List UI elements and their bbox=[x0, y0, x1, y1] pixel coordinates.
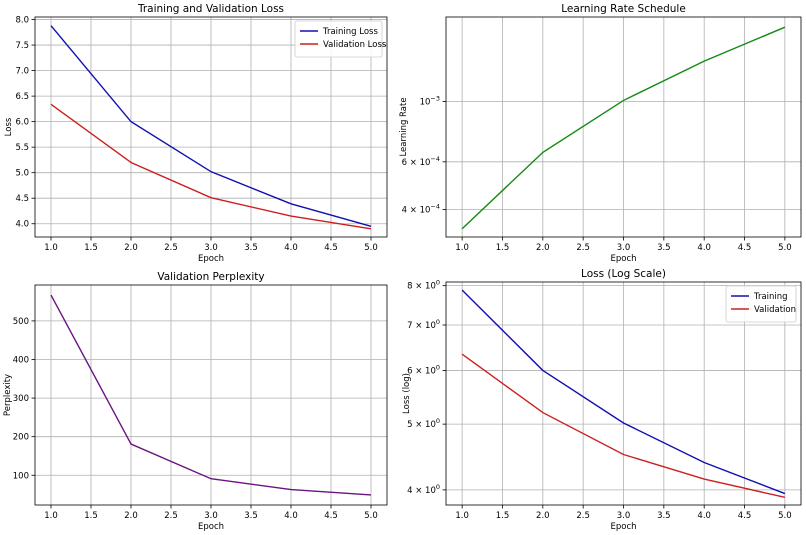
y-tick-label: 10−3 bbox=[420, 95, 440, 108]
y-tick-label: 6 × 10−4 bbox=[402, 155, 440, 168]
legend-label: Validation Loss bbox=[323, 40, 387, 50]
x-tick-label: 4.5 bbox=[324, 511, 338, 521]
x-tick-label: 2.5 bbox=[164, 243, 178, 253]
x-tick-label: 4.5 bbox=[738, 243, 752, 253]
legend-box bbox=[725, 285, 797, 323]
y-tick-label: 7.0 bbox=[15, 67, 29, 77]
x-tick-label: 2.0 bbox=[536, 243, 550, 253]
y-tick-label: 5.5 bbox=[15, 143, 29, 153]
y-tick-label: 6.0 bbox=[15, 118, 29, 128]
x-tick-label: 3.0 bbox=[204, 511, 218, 521]
x-axis-label: Epoch bbox=[610, 254, 636, 264]
y-tick-label: 4.5 bbox=[15, 194, 29, 204]
chart-loss: 1.0 1.5 2.0 2.5 3.0 3.5 4.0 4.5 5.0 4.0 4.5 5.0 5.5 6… bbox=[4, 3, 388, 264]
x-tick-label: 4.5 bbox=[324, 243, 338, 253]
x-tick-label: 3.0 bbox=[617, 243, 631, 253]
y-tick-label: 8 × 100 bbox=[407, 279, 440, 292]
legend: Training Loss Validation Loss bbox=[294, 20, 387, 58]
x-tick-label: 1.0 bbox=[44, 511, 58, 521]
y-tick-label: 500 bbox=[13, 317, 29, 327]
chart-title: Validation Perplexity bbox=[157, 271, 264, 283]
y-tick-label: 200 bbox=[13, 433, 29, 443]
y-tick-label: 400 bbox=[13, 355, 29, 365]
x-tick-label: 2.5 bbox=[164, 511, 178, 521]
x-tick-label: 4.5 bbox=[738, 511, 752, 521]
x-tick-label: 2.5 bbox=[576, 243, 590, 253]
x-tick-label: 1.5 bbox=[84, 511, 98, 521]
x-tick-label: 1.0 bbox=[455, 243, 469, 253]
y-tick-label: 6.5 bbox=[15, 92, 29, 102]
y-tick-label: 7 × 100 bbox=[407, 318, 440, 331]
series-line-validation bbox=[461, 353, 786, 499]
chart-lr: 1.0 1.5 2.0 2.5 3.0 3.5 4.0 4.5 5.0 4 × 10−4 6 × 1… bbox=[399, 3, 802, 264]
x-tick-label: 1.0 bbox=[44, 243, 58, 253]
x-axis-label: Epoch bbox=[610, 522, 636, 532]
y-tick-label: 4.0 bbox=[15, 220, 29, 230]
x-tick-label: 3.5 bbox=[657, 511, 671, 521]
legend-label: Validation bbox=[754, 305, 796, 315]
series-line-training bbox=[461, 289, 786, 495]
x-tick-label: 5.0 bbox=[778, 511, 792, 521]
x-tick-label: 2.0 bbox=[124, 511, 138, 521]
x-tick-label: 3.5 bbox=[657, 243, 671, 253]
x-tick-label: 1.0 bbox=[455, 511, 469, 521]
x-tick-label: 3.5 bbox=[244, 511, 258, 521]
x-tick-label: 2.0 bbox=[124, 243, 138, 253]
y-tick-label: 300 bbox=[13, 394, 29, 404]
x-tick-label: 4.0 bbox=[284, 511, 298, 521]
x-tick-label: 4.0 bbox=[697, 243, 711, 253]
legend: Training Validation bbox=[725, 285, 797, 323]
chart-title: Training and Validation Loss bbox=[137, 3, 284, 15]
series-line-validation-perplexity bbox=[50, 294, 372, 496]
x-tick-label: 3.0 bbox=[204, 243, 218, 253]
x-tick-label: 1.5 bbox=[496, 243, 510, 253]
y-axis-label: Learning Rate bbox=[399, 97, 409, 156]
chart-title: Loss (Log Scale) bbox=[581, 268, 666, 280]
y-tick-label: 5 × 100 bbox=[407, 417, 440, 430]
x-tick-label: 5.0 bbox=[364, 243, 378, 253]
legend-label: Training bbox=[753, 292, 788, 302]
y-tick-label: 4 × 10−4 bbox=[402, 203, 440, 216]
x-tick-label: 5.0 bbox=[778, 243, 792, 253]
x-axis-label: Epoch bbox=[198, 522, 224, 532]
x-tick-label: 1.5 bbox=[496, 511, 510, 521]
series-line-training-loss bbox=[50, 25, 372, 227]
x-tick-label: 3.0 bbox=[617, 511, 631, 521]
chart-logloss: 1.0 1.5 2.0 2.5 3.0 3.5 4.0 4.5 5.0 4 × 100 5 × 10… bbox=[402, 268, 802, 532]
x-tick-label: 3.5 bbox=[244, 243, 258, 253]
y-tick-label: 6 × 100 bbox=[407, 363, 440, 376]
y-axis-label: Loss (log) bbox=[402, 373, 412, 414]
x-tick-label: 5.0 bbox=[364, 511, 378, 521]
series-line-validation-loss bbox=[50, 103, 372, 230]
y-axis-label: Loss bbox=[4, 117, 14, 136]
x-tick-label: 4.0 bbox=[284, 243, 298, 253]
legend-label: Training Loss bbox=[322, 27, 378, 37]
chart-ppl: 1.0 1.5 2.0 2.5 3.0 3.5 4.0 4.5 5.0 100 200 300 400 5… bbox=[3, 271, 388, 532]
x-tick-label: 4.0 bbox=[697, 511, 711, 521]
x-axis-label: Epoch bbox=[198, 254, 224, 264]
x-tick-label: 1.5 bbox=[84, 243, 98, 253]
y-tick-label: 5.0 bbox=[15, 169, 29, 179]
y-tick-label: 8.0 bbox=[15, 16, 29, 26]
x-tick-label: 2.5 bbox=[576, 511, 590, 521]
y-axis-label: Perplexity bbox=[3, 374, 13, 416]
y-tick-label: 4 × 100 bbox=[407, 483, 440, 496]
legend-box bbox=[294, 20, 383, 58]
y-tick-label: 100 bbox=[13, 471, 29, 481]
chart-title: Learning Rate Schedule bbox=[561, 3, 686, 15]
y-tick-label: 7.5 bbox=[15, 41, 29, 51]
x-tick-label: 2.0 bbox=[536, 511, 550, 521]
series-line-learning-rate bbox=[461, 26, 786, 230]
